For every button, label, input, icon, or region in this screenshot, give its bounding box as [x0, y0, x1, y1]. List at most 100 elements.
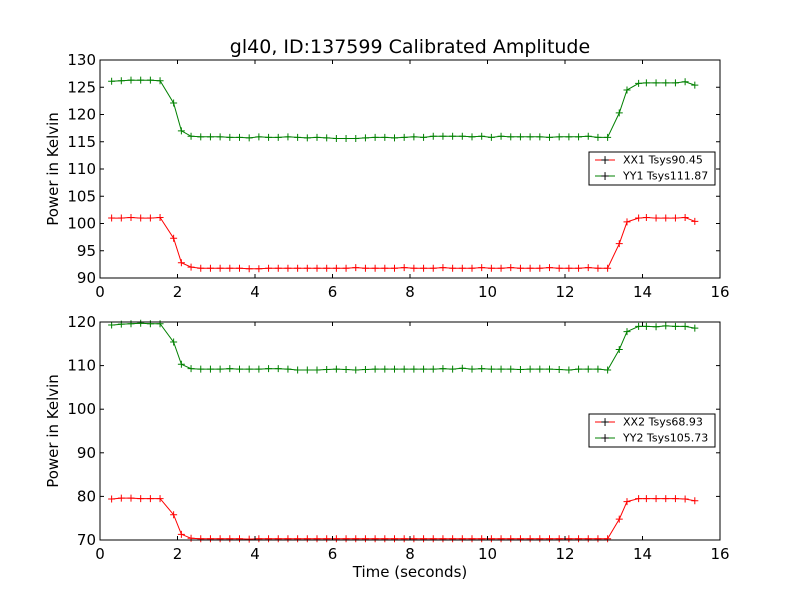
x-tick-label: 8	[405, 283, 415, 301]
data-point	[332, 535, 340, 543]
data-point	[691, 81, 699, 89]
data-point	[381, 264, 389, 272]
data-point	[352, 535, 360, 543]
x-tick-label: 14	[633, 283, 652, 301]
x-tick-label: 14	[633, 545, 652, 563]
data-point	[429, 264, 437, 272]
data-point	[284, 264, 292, 272]
data-point	[604, 535, 612, 543]
data-point	[681, 78, 689, 86]
data-point	[206, 264, 214, 272]
plot-bottom: 0 2 4 6 8 10 12 14 16 70 80 90 100 110 120 Power in Ke…	[44, 313, 730, 581]
data-point	[294, 133, 302, 141]
data-point	[294, 264, 302, 272]
data-point	[642, 214, 650, 222]
data-point	[536, 264, 544, 272]
data-point	[516, 264, 524, 272]
data-point	[565, 366, 573, 374]
data-point	[170, 338, 178, 346]
data-point	[458, 364, 466, 372]
data-point	[691, 497, 699, 505]
plot-top-legend: + XX1 Tsys90.45 + YY1 Tsys111.87	[588, 151, 716, 186]
x-tick-label: 2	[173, 545, 183, 563]
data-point	[487, 535, 495, 543]
data-point	[352, 134, 360, 142]
data-point	[623, 86, 631, 94]
data-point	[391, 535, 398, 543]
data-point	[117, 494, 125, 502]
plot-bottom-series	[108, 319, 699, 543]
data-point	[284, 133, 292, 141]
data-point	[671, 214, 679, 222]
data-point	[381, 133, 389, 141]
y-tick-label: 130	[67, 51, 96, 69]
x-tick-label: 4	[250, 283, 260, 301]
data-point	[642, 79, 650, 87]
data-point	[410, 133, 418, 141]
data-point	[342, 134, 350, 142]
data-point	[429, 132, 437, 140]
data-point	[117, 77, 125, 85]
data-point	[108, 77, 116, 85]
y-tick-label: 120	[67, 106, 96, 124]
x-tick-label: 4	[250, 545, 260, 563]
data-point	[146, 495, 154, 503]
data-point	[226, 535, 234, 543]
plot-top: 0 2 4 6 8 10 12 14 16 90 95 100 105 110 115 120 125 130 P…	[44, 51, 730, 301]
data-point	[177, 127, 185, 135]
data-point	[575, 365, 583, 373]
data-point	[226, 133, 234, 141]
data-point	[156, 77, 164, 85]
data-point	[303, 535, 311, 543]
data-point	[449, 264, 457, 272]
data-point	[635, 495, 643, 503]
data-point	[478, 132, 486, 140]
data-point	[691, 324, 699, 332]
y-tick-label: 80	[77, 487, 96, 505]
y-tick-label: 125	[67, 78, 96, 96]
data-point	[546, 133, 553, 141]
x-tick-label: 6	[328, 545, 338, 563]
data-point	[170, 99, 178, 107]
data-point	[507, 535, 515, 543]
series-line-yy	[111, 79, 695, 139]
data-point	[245, 535, 253, 543]
data-point	[497, 365, 505, 373]
data-point	[546, 535, 553, 543]
data-point	[635, 322, 643, 330]
data-point	[146, 76, 154, 84]
data-point	[361, 535, 369, 543]
data-point	[429, 535, 437, 543]
data-point	[245, 365, 253, 373]
data-point	[323, 366, 331, 374]
data-point	[400, 133, 408, 141]
data-point	[371, 133, 379, 141]
data-point	[274, 133, 282, 141]
data-point	[420, 133, 428, 141]
data-point	[594, 535, 602, 543]
data-point	[604, 133, 612, 141]
data-point	[516, 133, 524, 141]
y-tick-label: 90	[77, 444, 96, 462]
data-point	[361, 264, 369, 272]
data-point	[127, 320, 135, 328]
x-tick-label: 16	[710, 545, 729, 563]
x-tick-label: 16	[710, 283, 729, 301]
x-tick-label: 10	[478, 283, 497, 301]
data-point	[439, 132, 447, 140]
data-point	[381, 365, 389, 373]
data-point	[635, 214, 643, 222]
data-point	[274, 264, 282, 272]
data-point	[236, 535, 243, 543]
data-point	[526, 535, 534, 543]
data-point	[265, 535, 273, 543]
data-point	[381, 535, 389, 543]
data-point	[478, 264, 486, 272]
legend-plus-xx1: +	[600, 153, 610, 167]
data-point	[137, 319, 145, 327]
data-point	[575, 133, 583, 141]
data-point	[332, 264, 340, 272]
data-point	[361, 134, 369, 142]
data-point	[236, 365, 243, 373]
